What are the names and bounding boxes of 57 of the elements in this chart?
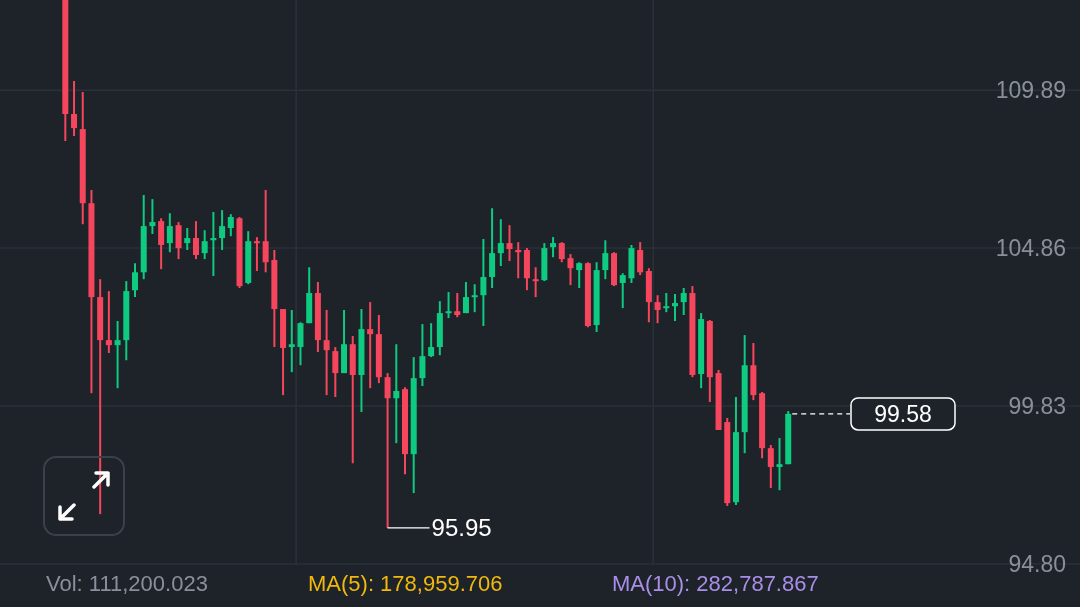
candlestick [253,236,260,273]
candlestick [497,218,504,268]
candlestick [175,221,182,261]
candlestick [602,239,609,281]
candlestick [105,290,112,355]
candlestick [567,253,574,287]
candlestick [384,372,391,529]
candlestick [558,241,565,264]
candlestick [654,294,661,325]
candlestick [454,292,461,319]
candlestick [201,229,208,261]
candlestick [532,266,539,299]
candlestick [767,444,774,490]
candlestick [471,283,478,314]
candlestick [419,323,426,387]
candlestick [663,292,670,314]
candlestick [184,227,191,251]
candlestick [776,437,783,492]
candlestick [297,321,304,367]
candlestick [210,210,217,278]
candlestick [149,198,156,235]
candlestick [132,262,138,299]
candlestick [480,238,487,327]
candlestick [619,272,626,310]
text: MA(5): 178,959.706 [308,571,503,596]
candlestick [227,213,234,238]
text: Vol: 111,200.023 [46,571,208,596]
candlestick [445,291,452,320]
candlestick [680,287,687,317]
y-tick-label: 104.86 [995,235,1066,262]
candlestick [462,281,469,315]
candlestick [71,80,78,137]
text: MA(10): 282,787.867 [612,571,819,596]
candlestick [166,212,173,254]
candlestick [393,343,400,445]
candlestick [262,189,269,274]
ref-line-label: 99.58 [874,400,932,427]
y-tick-label: 99.83 [1008,393,1066,420]
candlestick [428,322,435,359]
candlestick [576,261,583,289]
candlestick [489,207,496,289]
candlestick [506,224,513,262]
candlestick [219,209,226,251]
candlestick [332,346,339,398]
candlestick [323,308,330,397]
candlestick [550,236,557,259]
candlestick [192,220,199,261]
y-tick-label: 94.80 [1008,551,1066,578]
candlestick [288,308,295,374]
candlestick [367,301,374,390]
candlestick [158,217,165,271]
candlestick [114,319,121,390]
y-tick-label: 109.89 [995,77,1066,104]
candlestick [672,292,678,322]
candlestick [637,241,644,277]
candlestick [515,241,522,280]
annotation: 95.95 [431,514,492,542]
